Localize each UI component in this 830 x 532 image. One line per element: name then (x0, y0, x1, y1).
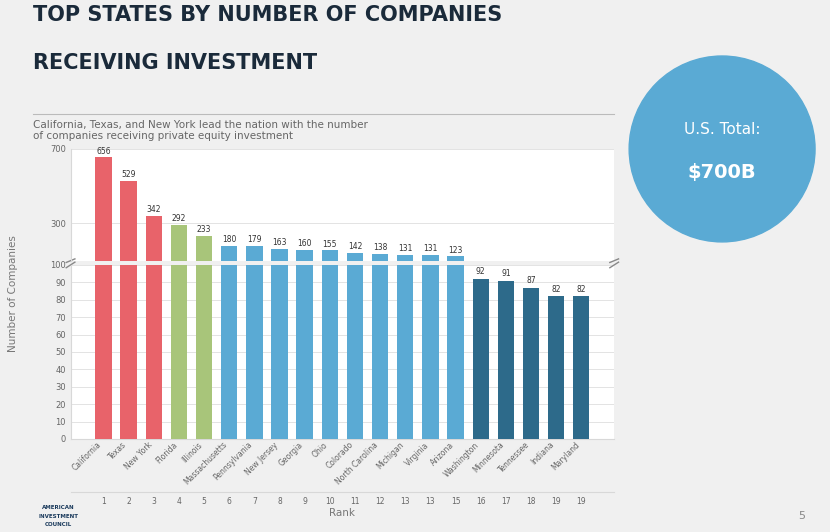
Bar (247, 246, 262, 279)
Text: 92: 92 (476, 267, 486, 276)
Bar (372, 199, 388, 439)
Bar (498, 262, 514, 279)
Text: 82: 82 (551, 285, 561, 294)
Bar (447, 225, 464, 439)
Bar (498, 280, 514, 439)
Text: AMERICAN: AMERICAN (42, 505, 75, 510)
Bar (422, 255, 438, 279)
Bar (221, 246, 237, 279)
Bar (472, 279, 489, 439)
Bar (372, 254, 388, 279)
Text: 131: 131 (423, 244, 437, 253)
Bar (171, 225, 187, 279)
Text: TOP STATES BY NUMBER OF COMPANIES: TOP STATES BY NUMBER OF COMPANIES (33, 5, 502, 26)
Bar (271, 249, 288, 279)
Bar (196, 34, 212, 439)
Text: 155: 155 (323, 240, 337, 249)
Bar (397, 211, 413, 439)
Bar (120, 0, 137, 439)
Text: 179: 179 (247, 236, 261, 245)
Bar (447, 256, 464, 279)
Bar (120, 181, 137, 279)
Bar (548, 296, 564, 439)
Text: RECEIVING INVESTMENT: RECEIVING INVESTMENT (33, 53, 317, 73)
Text: 91: 91 (501, 269, 510, 278)
Text: 87: 87 (526, 276, 536, 285)
X-axis label: Rank: Rank (330, 508, 355, 518)
Bar (247, 128, 262, 439)
Bar (296, 161, 313, 439)
Bar (322, 169, 338, 439)
Bar (296, 250, 313, 279)
Text: $700B: $700B (688, 163, 756, 182)
Text: 82: 82 (577, 285, 586, 294)
Text: 160: 160 (297, 239, 312, 248)
Text: 5: 5 (798, 511, 805, 521)
Text: Number of Companies: Number of Companies (8, 236, 18, 352)
Text: 138: 138 (373, 243, 388, 252)
Text: COUNCIL: COUNCIL (45, 522, 71, 527)
Bar (221, 126, 237, 439)
Bar (196, 236, 212, 279)
Text: 142: 142 (348, 243, 362, 252)
Bar (145, 215, 162, 279)
Bar (95, 0, 111, 439)
Text: 529: 529 (121, 170, 136, 179)
Bar (574, 264, 589, 279)
Text: 292: 292 (172, 214, 186, 223)
Text: 180: 180 (222, 235, 237, 244)
Bar (472, 262, 489, 279)
Text: 123: 123 (448, 246, 463, 255)
Bar (523, 263, 540, 279)
Bar (347, 253, 364, 279)
Text: 233: 233 (197, 226, 212, 235)
Bar (548, 264, 564, 279)
Bar (347, 192, 364, 439)
Bar (523, 288, 540, 439)
Text: 163: 163 (272, 238, 286, 247)
Circle shape (629, 56, 815, 242)
Bar (271, 155, 288, 439)
Text: 342: 342 (146, 205, 161, 214)
Text: INVESTMENT: INVESTMENT (38, 513, 78, 519)
Text: U.S. Total:: U.S. Total: (684, 122, 760, 137)
Bar (397, 255, 413, 279)
Bar (145, 0, 162, 439)
Bar (322, 251, 338, 279)
Bar (574, 296, 589, 439)
Text: California, Texas, and New York lead the nation with the number
of companies rec: California, Texas, and New York lead the… (33, 120, 368, 142)
Text: 131: 131 (398, 244, 413, 253)
Text: 656: 656 (96, 147, 110, 156)
Bar (95, 157, 111, 279)
Bar (422, 211, 438, 439)
Bar (171, 0, 187, 439)
